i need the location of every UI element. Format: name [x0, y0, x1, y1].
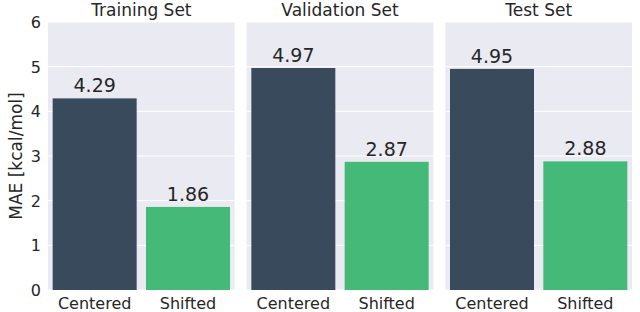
grid-line	[247, 66, 434, 67]
x-tick-label: Centered	[257, 294, 331, 312]
x-tick-label: Shifted	[358, 294, 414, 312]
data-label: 4.97	[272, 44, 314, 66]
grid-line	[445, 22, 632, 23]
grid-line	[247, 22, 434, 23]
bar	[146, 207, 230, 290]
y-tick-label: 3	[31, 147, 41, 166]
bar	[345, 162, 429, 290]
y-tick-label: 5	[31, 58, 41, 77]
data-label: 2.87	[366, 138, 408, 160]
bar	[450, 69, 534, 290]
title: Validation Set	[281, 0, 399, 20]
x-tick-label: Shifted	[160, 294, 216, 312]
data-label: 1.86	[167, 183, 209, 205]
y-tick-label: 2	[31, 192, 41, 211]
bars	[53, 98, 230, 290]
plot-background	[247, 22, 434, 290]
y-tick-label: 1	[31, 236, 41, 255]
y-tick-label: 6	[31, 13, 41, 32]
plot-background	[48, 22, 235, 290]
data-label: 4.95	[471, 45, 513, 67]
grid-line	[48, 66, 235, 67]
title: Training Set	[90, 0, 192, 20]
title: Test Set	[504, 0, 572, 20]
grid-line	[48, 22, 235, 23]
data-label: 4.29	[74, 74, 116, 96]
plot-background	[445, 22, 632, 290]
bar	[53, 98, 137, 290]
data-label: 2.88	[564, 137, 606, 159]
bars	[251, 68, 428, 290]
chart: 0 1 2 3 4 5 6 MAE [kcal/mol] Training Set 4.29 Cen…	[0, 0, 640, 312]
y-tick-label: 4	[31, 102, 41, 121]
y-tick-label: 0	[31, 281, 41, 300]
x-tick-label: Centered	[455, 294, 529, 312]
bar	[543, 161, 627, 290]
bars	[450, 69, 627, 290]
x-tick-label: Centered	[58, 294, 132, 312]
bar	[251, 68, 335, 290]
y-axis-label: MAE [kcal/mol]	[6, 92, 26, 219]
x-tick-label: Shifted	[557, 294, 613, 312]
